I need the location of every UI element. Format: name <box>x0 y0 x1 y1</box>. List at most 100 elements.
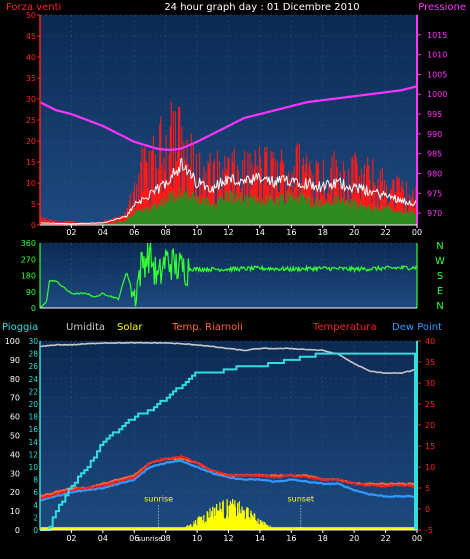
pressure-tick-label: 980 <box>427 169 442 178</box>
wind-tick-label: 15 <box>26 158 36 167</box>
wind-tick-label: 30 <box>26 95 36 104</box>
rain-tick-label: 4 <box>33 501 38 510</box>
rain-tick-label: 14 <box>28 438 38 447</box>
chart-title: 24 hour graph day : 01 Dicembre 2010 <box>164 2 359 13</box>
rain-tick-label: 22 <box>28 387 38 396</box>
temperature-tick-label: 35 <box>425 358 435 367</box>
time-tick-label: 06 <box>129 534 139 543</box>
time-tick-label: 10 <box>192 228 202 237</box>
rain-cumulative-line <box>40 352 417 531</box>
temperature-tick-label: 0 <box>425 505 430 514</box>
pressure-tick-label: 1005 <box>427 70 447 79</box>
direction-tick-label: 0 <box>31 304 36 313</box>
direction-tick-label: 270 <box>21 255 36 264</box>
humidity-tick-label: 60 <box>10 413 20 422</box>
wind-tick-label: 0 <box>31 221 36 230</box>
legend-umidita: Umidita <box>66 322 105 333</box>
rain-tick-label: 8 <box>33 476 38 485</box>
compass-label: N <box>436 241 443 252</box>
wind-tick-label: 45 <box>26 32 36 41</box>
time-tick-label: 16 <box>286 228 296 237</box>
time-tick-label: 14 <box>255 228 265 237</box>
rain-tick-label: 20 <box>28 400 38 409</box>
time-tick-label: 14 <box>255 534 265 543</box>
humidity-tick-label: 40 <box>10 450 20 459</box>
compass-label: S <box>437 271 443 282</box>
rain-tick-label: 10 <box>28 463 38 472</box>
direction-tick-label: 180 <box>21 272 36 281</box>
pressure-line <box>39 85 418 151</box>
rain-tick-label: 24 <box>28 375 38 384</box>
time-tick-label: 08 <box>161 228 171 237</box>
rain-tick-label: 28 <box>28 350 38 359</box>
humidity-tick-label: 50 <box>10 432 20 441</box>
legend-pioggia: Pioggia <box>2 322 38 333</box>
humidity-tick-label: 90 <box>10 356 20 365</box>
time-tick-label: 02 <box>66 534 76 543</box>
time-tick-label: 10 <box>192 534 202 543</box>
pressure-tick-label: 970 <box>427 209 442 218</box>
pressure-tick-label: 1015 <box>427 31 447 40</box>
temperature-tick-label: 15 <box>425 442 435 451</box>
time-tick-label: 12 <box>223 228 233 237</box>
humidity-line <box>39 341 418 375</box>
solar-baseline <box>40 527 417 530</box>
temperature-line <box>39 454 418 500</box>
temperature-tick-label: 30 <box>425 379 435 388</box>
sunrise-label: sunrise <box>144 495 173 504</box>
wind-tick-label: 20 <box>26 137 36 146</box>
humidity-tick-label: 20 <box>10 488 20 497</box>
temp-humidity-axes: 0102030405060708090100024681012141618202… <box>5 337 435 543</box>
rain-tick-label: 2 <box>33 513 38 522</box>
temperature-tick-label: 20 <box>425 421 435 430</box>
direction-tick-label: 90 <box>26 288 36 297</box>
dew-point-line <box>39 459 418 502</box>
time-tick-label: 04 <box>98 534 108 543</box>
pressure-tick-label: 995 <box>427 110 442 119</box>
rain-tick-label: 12 <box>28 450 38 459</box>
legend-dew-point: Dew Point <box>392 322 442 333</box>
pressure-tick-label: 985 <box>427 150 442 159</box>
temperature-tick-label: 10 <box>425 463 435 472</box>
pressure-axis-title: Pressione <box>418 2 466 13</box>
rain-tick-label: 16 <box>28 425 38 434</box>
legend-temperatura: Temperatura <box>312 322 377 333</box>
time-tick-label: 00 <box>412 228 422 237</box>
pressure-tick-label: 975 <box>427 189 442 198</box>
time-tick-label: 18 <box>318 228 328 237</box>
time-tick-label: 22 <box>380 534 390 543</box>
wind-tick-label: 25 <box>26 116 36 125</box>
sunset-label: sunset <box>287 495 314 504</box>
rain-tick-label: 18 <box>28 413 38 422</box>
humidity-tick-label: 10 <box>10 507 20 516</box>
wind-pressure-axes: 0510152025303540455097097598098599099510… <box>26 11 448 237</box>
temperature-tick-label: 5 <box>425 484 430 493</box>
time-tick-label: 08 <box>161 534 171 543</box>
humidity-tick-label: 100 <box>5 337 20 346</box>
wind-tick-label: 10 <box>26 179 36 188</box>
time-tick-label: 18 <box>318 534 328 543</box>
temperature-tick-label: -5 <box>425 526 433 535</box>
time-tick-label: 04 <box>98 228 108 237</box>
wind-tick-label: 40 <box>26 53 36 62</box>
wind-axis-title: Forza venti <box>6 2 61 13</box>
compass-label: E <box>437 286 443 297</box>
pressure-tick-label: 990 <box>427 130 442 139</box>
temperature-tick-label: 25 <box>425 400 435 409</box>
humidity-tick-label: 30 <box>10 469 20 478</box>
wind-tick-label: 50 <box>26 11 36 20</box>
legend-temp-riarnoli: Temp. Riarnoli <box>171 322 243 333</box>
time-tick-label: 20 <box>349 228 359 237</box>
time-tick-label: 12 <box>223 534 233 543</box>
compass-label: W <box>435 256 445 267</box>
humidity-tick-label: 80 <box>10 375 20 384</box>
compass-label: N <box>436 301 443 312</box>
wind-tick-label: 5 <box>31 200 36 209</box>
temp-humidity-series: sunrise sunset <box>39 341 418 531</box>
pressure-tick-label: 1000 <box>427 90 447 99</box>
time-tick-label: 20 <box>349 534 359 543</box>
wind-direction-series <box>39 242 418 309</box>
legend-solar: Solar <box>117 322 143 333</box>
